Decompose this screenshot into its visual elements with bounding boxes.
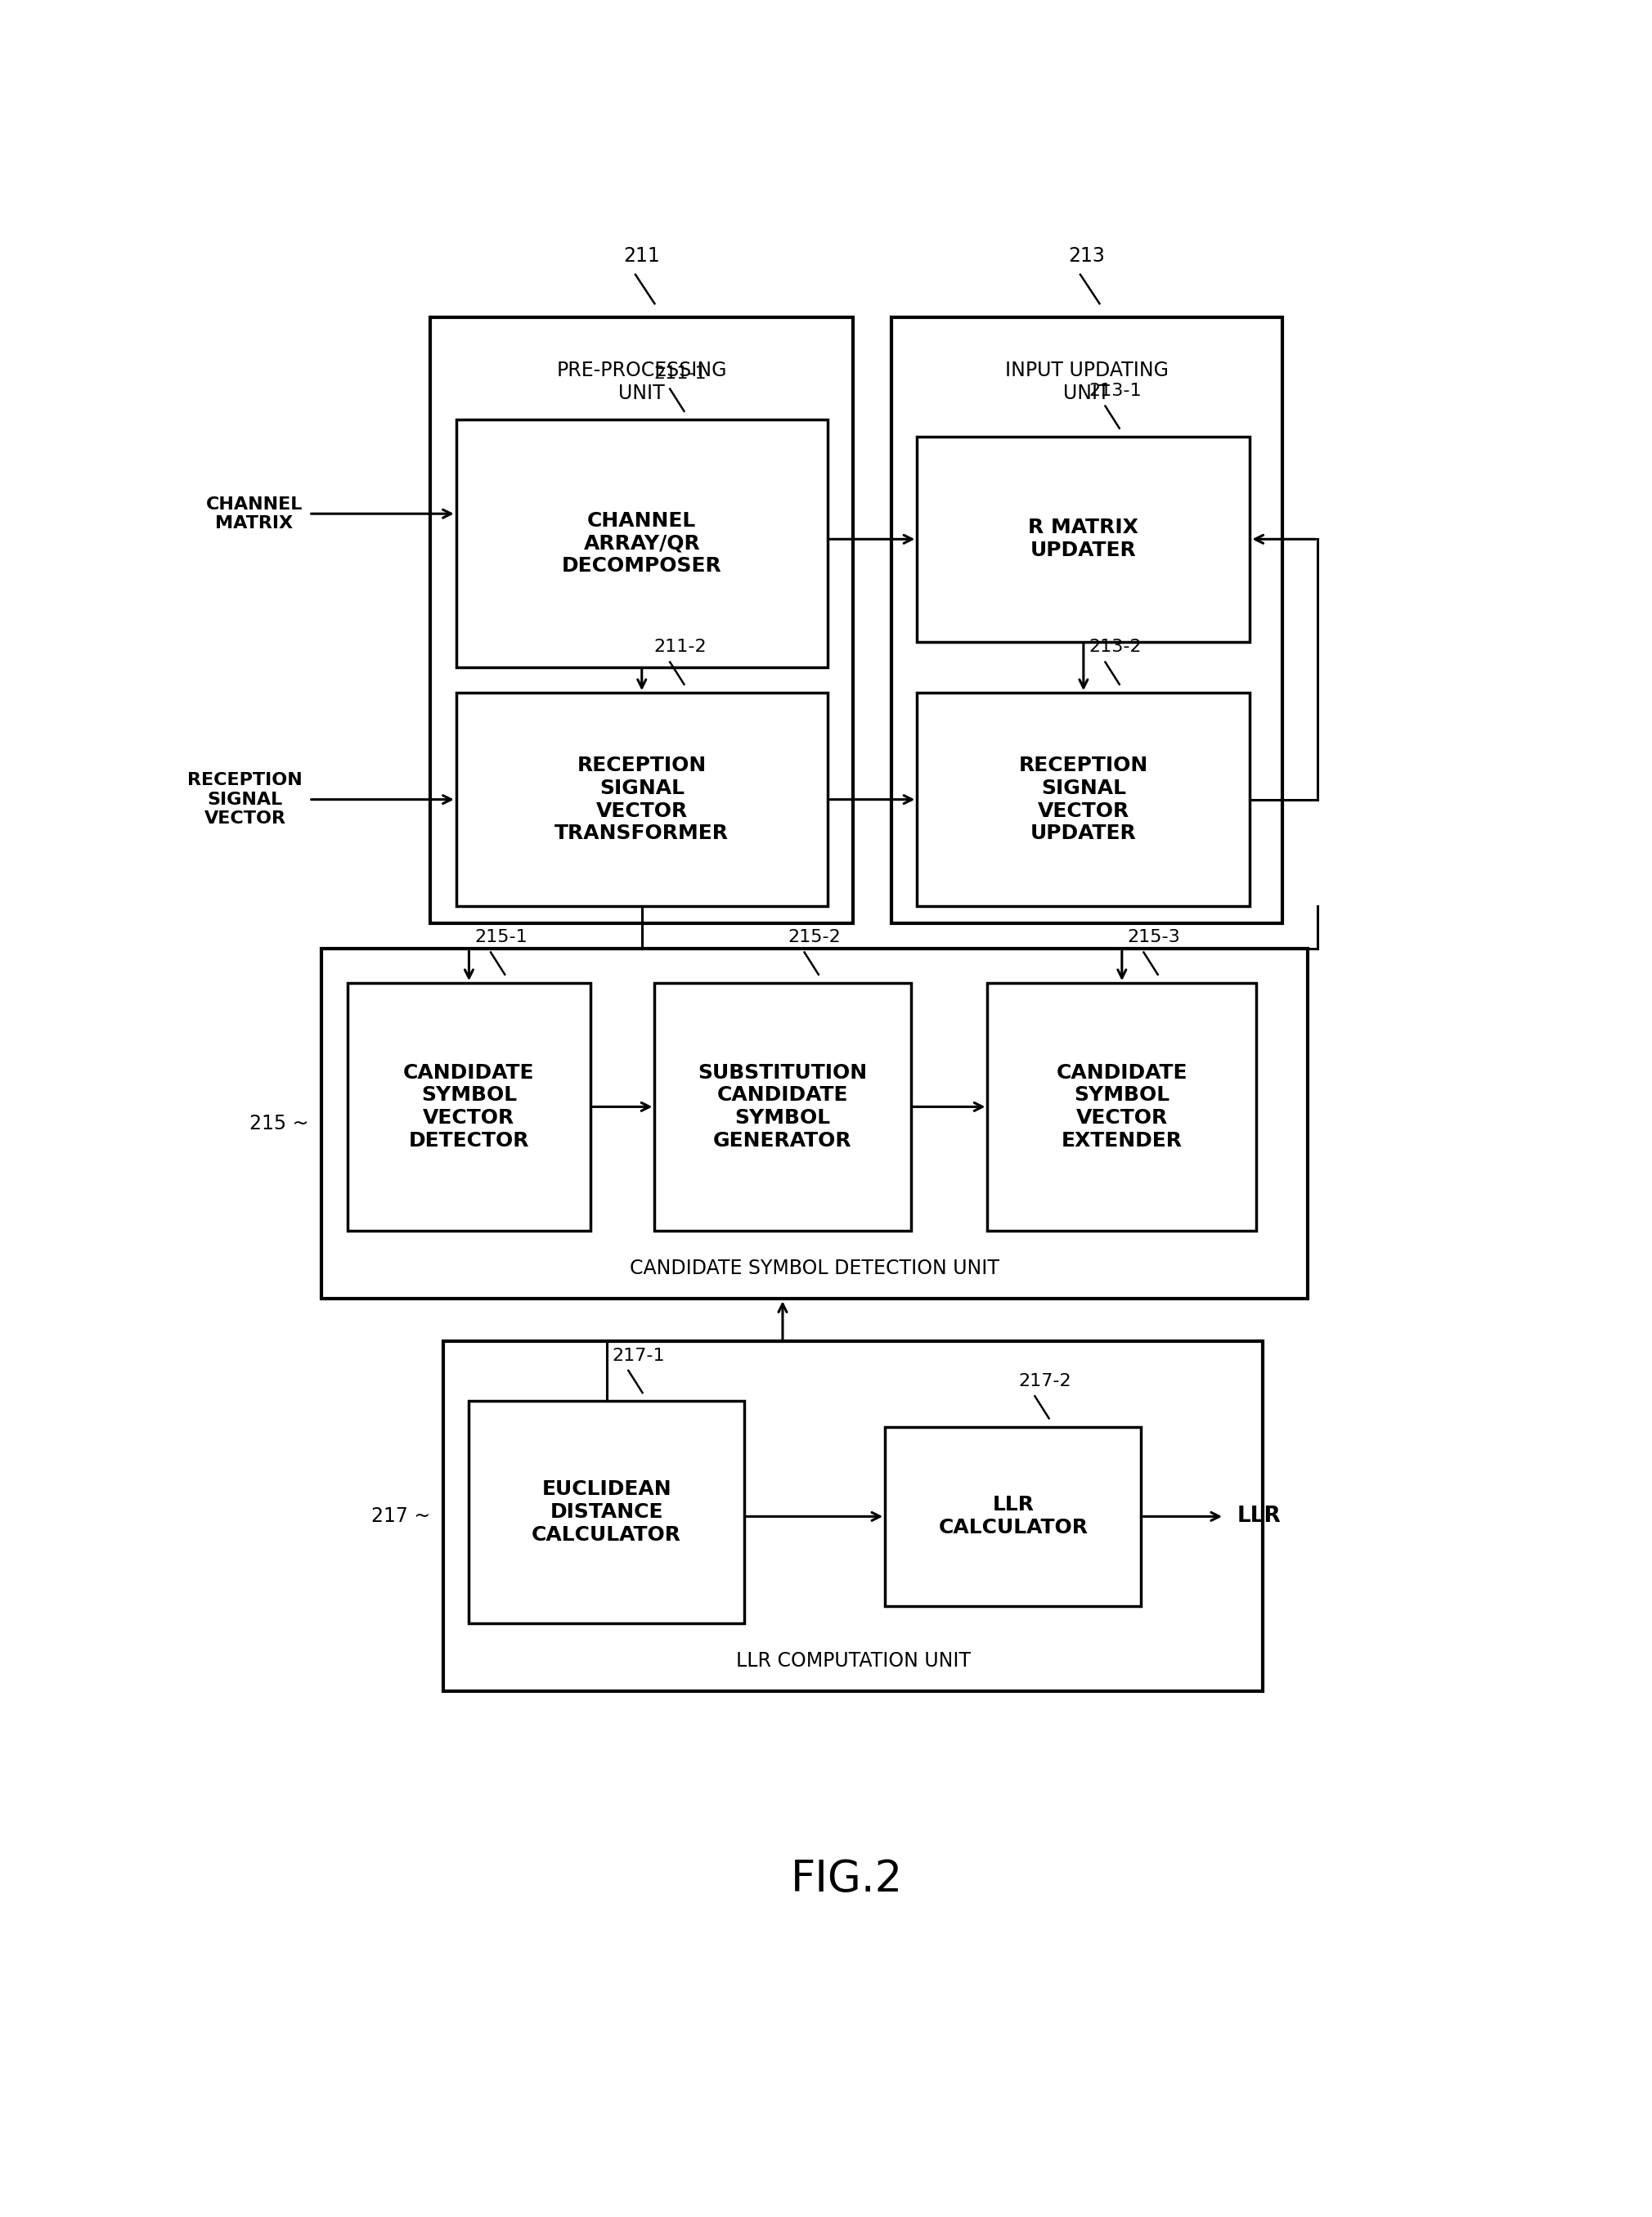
Text: 211-2: 211-2 <box>654 638 707 656</box>
Text: CANDIDATE
SYMBOL
VECTOR
EXTENDER: CANDIDATE SYMBOL VECTOR EXTENDER <box>1056 1062 1188 1151</box>
Bar <box>917 692 1251 907</box>
Text: CANDIDATE SYMBOL DETECTION UNIT: CANDIDATE SYMBOL DETECTION UNIT <box>629 1259 999 1277</box>
Text: RECEPTION
SIGNAL
VECTOR
UPDATER: RECEPTION SIGNAL VECTOR UPDATER <box>1019 756 1148 842</box>
Text: 215-3: 215-3 <box>1127 929 1181 944</box>
Text: RECEPTION
SIGNAL
VECTOR
TRANSFORMER: RECEPTION SIGNAL VECTOR TRANSFORMER <box>555 756 729 842</box>
Bar <box>431 317 852 922</box>
Text: CHANNEL
MATRIX: CHANNEL MATRIX <box>206 497 302 532</box>
Text: 213: 213 <box>1069 246 1105 266</box>
Bar <box>988 982 1256 1230</box>
Text: R MATRIX
UPDATER: R MATRIX UPDATER <box>1028 519 1138 561</box>
Text: 211: 211 <box>623 246 661 266</box>
Bar <box>443 1341 1262 1692</box>
Bar <box>456 692 828 907</box>
Text: LLR COMPUTATION UNIT: LLR COMPUTATION UNIT <box>735 1652 970 1672</box>
Text: 213-1: 213-1 <box>1089 384 1142 399</box>
Text: 213-2: 213-2 <box>1089 638 1142 656</box>
Text: 217 ~: 217 ~ <box>372 1508 431 1525</box>
Bar <box>322 949 1308 1299</box>
Bar <box>892 317 1282 922</box>
Text: 217-2: 217-2 <box>1019 1372 1072 1390</box>
Text: 215-1: 215-1 <box>474 929 527 944</box>
Bar <box>347 982 591 1230</box>
Bar <box>654 982 910 1230</box>
Text: LLR
CALCULATOR: LLR CALCULATOR <box>938 1494 1089 1539</box>
Bar <box>917 437 1251 641</box>
Text: CHANNEL
ARRAY/QR
DECOMPOSER: CHANNEL ARRAY/QR DECOMPOSER <box>562 510 722 576</box>
Text: 215 ~: 215 ~ <box>249 1113 309 1133</box>
Text: SUBSTITUTION
CANDIDATE
SYMBOL
GENERATOR: SUBSTITUTION CANDIDATE SYMBOL GENERATOR <box>697 1062 867 1151</box>
Text: 215-2: 215-2 <box>788 929 841 944</box>
Bar <box>456 419 828 667</box>
Text: 211-1: 211-1 <box>654 366 707 381</box>
Text: PRE-PROCESSING
UNIT: PRE-PROCESSING UNIT <box>557 361 727 403</box>
Text: 217-1: 217-1 <box>613 1348 666 1363</box>
Text: INPUT UPDATING
UNIT: INPUT UPDATING UNIT <box>1004 361 1168 403</box>
Text: EUCLIDEAN
DISTANCE
CALCULATOR: EUCLIDEAN DISTANCE CALCULATOR <box>532 1479 681 1545</box>
Text: RECEPTION
SIGNAL
VECTOR: RECEPTION SIGNAL VECTOR <box>187 772 302 827</box>
Text: LLR: LLR <box>1237 1505 1280 1528</box>
Text: CANDIDATE
SYMBOL
VECTOR
DETECTOR: CANDIDATE SYMBOL VECTOR DETECTOR <box>403 1062 535 1151</box>
Bar <box>469 1401 743 1623</box>
Bar <box>885 1428 1142 1605</box>
Text: FIG.2: FIG.2 <box>791 1858 902 1900</box>
